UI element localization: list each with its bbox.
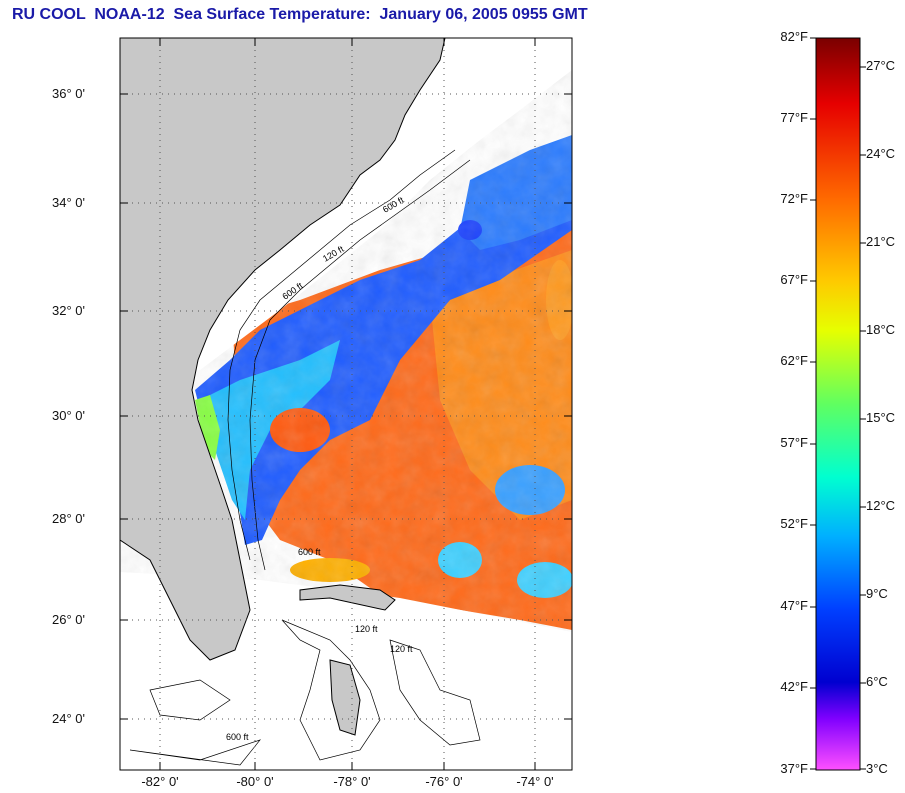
colorbar (815, 37, 861, 771)
colorbar-label-c: 12°C (866, 498, 896, 513)
lon-label: -74° 0' (516, 774, 554, 789)
contour-label: 120 ft (355, 624, 378, 634)
colorbar-label-c: 15°C (866, 410, 896, 425)
map-area (120, 38, 572, 770)
colorbar-label-c: 24°C (866, 146, 896, 161)
contour-label: 120 ft (390, 644, 413, 654)
colorbar-label-c: 3°C (866, 761, 888, 776)
colorbar-label-f: 42°F (780, 679, 808, 694)
lat-label: 30° 0' (52, 408, 85, 423)
lat-label: 32° 0' (52, 303, 85, 318)
colorbar-label-f: 62°F (780, 353, 808, 368)
colorbar-label-f: 77°F (780, 110, 808, 125)
bathymetry-contours (129, 149, 481, 766)
contour-label: 600 ft (298, 547, 321, 557)
lat-label: 34° 0' (52, 195, 85, 210)
page-title: RU COOL NOAA-12 Sea Surface Temperature:… (12, 6, 588, 23)
lon-label: -76° 0' (425, 774, 463, 789)
lat-label: 36° 0' (52, 86, 85, 101)
colorbar-label-f: 82°F (780, 29, 808, 44)
colorbar-label-c: 27°C (866, 58, 896, 73)
colorbar-label-c: 21°C (866, 234, 896, 249)
lat-label: 28° 0' (52, 511, 85, 526)
lon-label: -80° 0' (236, 774, 274, 789)
colorbar-label-f: 72°F (780, 191, 808, 206)
colorbar-label-f: 37°F (780, 761, 808, 776)
colorbar-label-c: 6°C (866, 674, 888, 689)
lat-label: 26° 0' (52, 612, 85, 627)
lat-label: 24° 0' (52, 711, 85, 726)
colorbar-label-f: 52°F (780, 516, 808, 531)
lon-label: -82° 0' (141, 774, 179, 789)
lon-label: -78° 0' (333, 774, 371, 789)
colorbar-label-f: 67°F (780, 272, 808, 287)
colorbar-ticks (810, 37, 866, 770)
colorbar-label-f: 57°F (780, 435, 808, 450)
colorbar-label-c: 9°C (866, 586, 888, 601)
map-ticks (119, 37, 573, 771)
graticule (120, 38, 572, 770)
land-us-coast (120, 38, 446, 661)
colorbar-label-f: 47°F (780, 598, 808, 613)
colorbar-label-c: 18°C (866, 322, 896, 337)
contour-label: 600 ft (226, 732, 249, 742)
